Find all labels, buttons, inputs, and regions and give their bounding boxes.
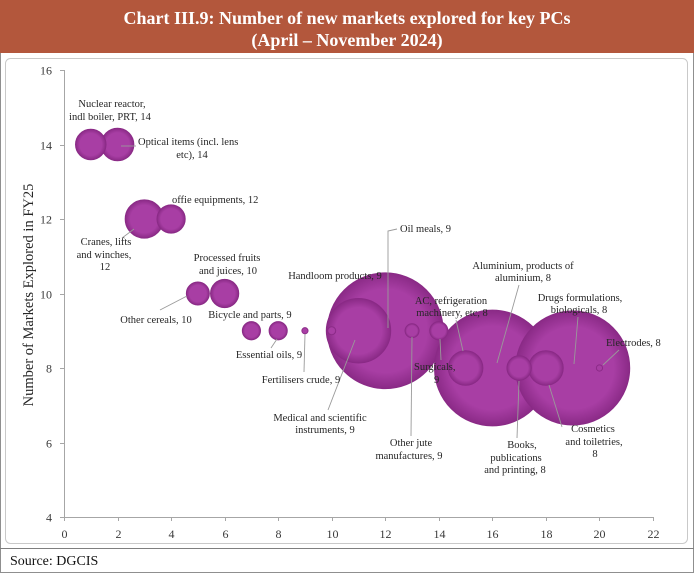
leader-line: [455, 319, 464, 352]
data-label: etc), 14: [176, 150, 208, 161]
leader-line: [121, 228, 135, 239]
x-tick-label: 16: [487, 527, 499, 541]
data-label: 8: [592, 449, 597, 460]
data-label: and printing, 8: [484, 465, 546, 476]
leader-lines: [121, 145, 620, 439]
bubble-medical-and-scientific: [325, 298, 392, 364]
data-label: Cranes, lifts: [81, 237, 132, 248]
leader-line: [327, 339, 356, 411]
x-tick-label: 22: [648, 527, 660, 541]
x-tick-label: 8: [276, 527, 282, 541]
data-label: and juices, 10: [199, 266, 257, 277]
data-label: offie equipments, 12: [172, 195, 258, 206]
leader-line: [387, 228, 398, 328]
data-label: Other cereals, 10: [120, 315, 191, 326]
leader-line: [516, 380, 520, 439]
y-tick-label: 6: [46, 437, 52, 451]
x-tick-label: 20: [594, 527, 606, 541]
bubble-nuclear-reactor: [75, 128, 107, 161]
x-tick-label: 6: [223, 527, 229, 541]
x-tick-label: 0: [62, 527, 68, 541]
leader-line: [303, 333, 306, 373]
bubble-electrodes-8: [595, 364, 604, 372]
y-tick-label: 10: [40, 288, 52, 302]
chart-title-bar: Chart III.9: Number of new markets explo…: [0, 0, 694, 53]
chart-area-frame: [5, 58, 688, 544]
data-label: Other jute: [390, 438, 433, 449]
data-label: Drugs formulations,: [538, 293, 623, 304]
leader-line: [410, 336, 413, 437]
data-label: Books,: [507, 440, 536, 451]
data-label: machinery, etc, 8: [416, 308, 488, 319]
axes: 4 6 8 10 12 14 16 0 2 4 6 8 10 12 14 16 18 20 22: [40, 64, 660, 542]
data-label: Electrodes, 8: [606, 338, 661, 349]
leader-line: [159, 295, 188, 311]
bubble-processed-fruits: [210, 278, 240, 309]
data-label: aluminium, 8: [495, 273, 551, 284]
source-note: Source: DGCIS: [10, 554, 99, 569]
bubble-books: [506, 355, 532, 381]
x-tick-label: 2: [116, 527, 122, 541]
data-label: Processed fruits: [194, 253, 261, 264]
leader-line: [496, 284, 520, 364]
data-label: Oil meals, 9: [400, 224, 451, 235]
data-label: Nuclear reactor,: [78, 99, 145, 110]
chart-subtitle: (April – November 2024): [251, 30, 443, 50]
data-label: 9: [434, 375, 439, 386]
y-tick-label: 8: [46, 362, 52, 376]
y-tick-label: 14: [40, 139, 52, 153]
data-label: Handloom products, 9: [288, 271, 382, 282]
data-label: and winches,: [77, 250, 132, 261]
leader-line: [439, 338, 442, 361]
data-label: Aluminium, products of: [472, 261, 574, 272]
bubble-essential-oils-9: [268, 321, 288, 341]
leader-line: [270, 338, 278, 349]
data-label: Optical items (incl. lens: [138, 137, 238, 148]
bubble-surgicals: [429, 321, 449, 341]
x-tick-label: 4: [169, 527, 175, 541]
data-label: manufactures, 9: [375, 451, 442, 462]
y-tick-label: 4: [46, 511, 52, 525]
bubble-other-cereals-10: [185, 281, 210, 306]
data-label: instruments, 9: [295, 425, 355, 436]
leader-line: [548, 384, 563, 428]
leader-line: [602, 349, 620, 366]
data-label: Fertilisers crude, 9: [262, 375, 340, 386]
data-label: and toiletries,: [565, 437, 622, 448]
data-label: Medical and scientific: [273, 413, 367, 424]
bubble-handloom-products-9: [327, 326, 337, 336]
bubble-offie-equipments-12: [156, 204, 186, 234]
data-labels: Nuclear reactor, indl boiler, PRT, 14 Opti…: [69, 99, 661, 476]
data-label: Surgicals,: [414, 362, 456, 373]
data-label: Bicycle and parts, 9: [208, 310, 291, 321]
bubbles: [75, 127, 631, 427]
y-axis-title: Number of Markets Explored in FY25: [21, 184, 37, 407]
data-label: biologicals, 8: [551, 305, 608, 316]
x-tick-label: 14: [434, 527, 446, 541]
data-label: Cosmetics: [571, 424, 615, 435]
chart-title: Chart III.9: Number of new markets explo…: [123, 8, 571, 28]
data-label: publications: [490, 453, 541, 464]
y-tick-label: 16: [40, 64, 52, 78]
bubble-cosmetics: [528, 350, 564, 386]
y-tick-label: 12: [40, 213, 52, 227]
data-label: indl boiler, PRT, 14: [69, 112, 152, 123]
leader-line: [573, 316, 579, 365]
x-tick-label: 18: [541, 527, 553, 541]
bubble-other-jute: [404, 323, 420, 339]
bubble-bicycle-and-parts-9: [241, 321, 261, 341]
data-label: 12: [100, 262, 111, 273]
data-label: AC, refrigeration: [415, 296, 488, 307]
bubble-fertilisers-crude-9: [301, 327, 309, 335]
bubble-ac-refrigeration: [447, 350, 484, 386]
x-tick-label: 10: [327, 527, 339, 541]
x-tick-label: 12: [380, 527, 392, 541]
data-label: Essential oils, 9: [236, 350, 302, 361]
